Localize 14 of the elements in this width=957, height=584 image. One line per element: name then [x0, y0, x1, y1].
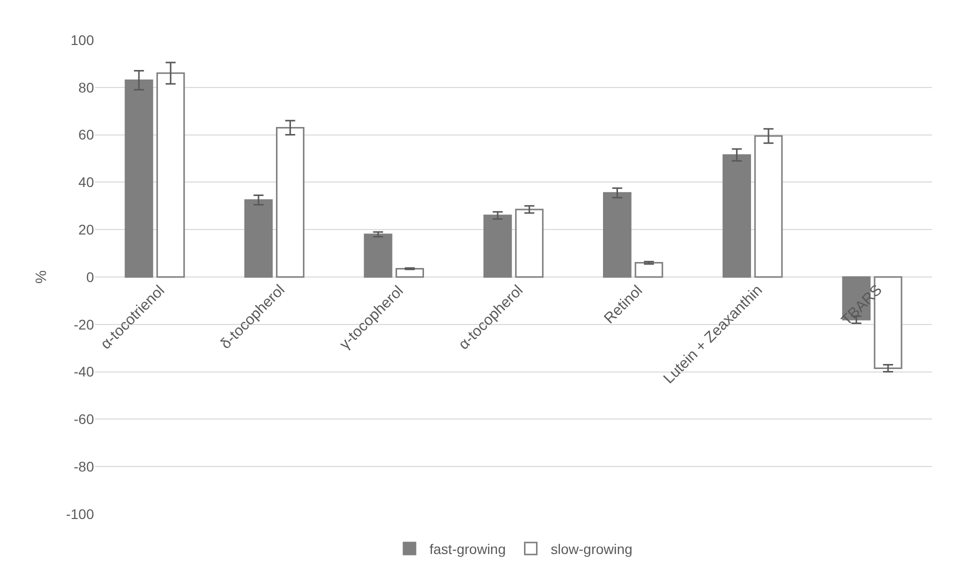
y-tick-label: 60 — [78, 126, 94, 143]
y-axis-title: % — [33, 270, 50, 284]
y-tick-label: 80 — [78, 79, 94, 96]
y-tick-label: 20 — [78, 222, 94, 238]
legend-label: slow-growing — [550, 541, 632, 558]
y-tick-label: -80 — [74, 458, 94, 474]
y-tick-label: -40 — [74, 364, 94, 380]
y-tick-label: -60 — [74, 411, 94, 428]
y-tick-label: 100 — [70, 32, 94, 48]
y-tick-label: -100 — [66, 506, 94, 522]
legend-label: fast-growing — [430, 541, 506, 558]
y-tick-label: 40 — [78, 174, 94, 190]
y-tick-label: 0 — [86, 268, 94, 285]
y-tick-label: -20 — [74, 316, 94, 332]
